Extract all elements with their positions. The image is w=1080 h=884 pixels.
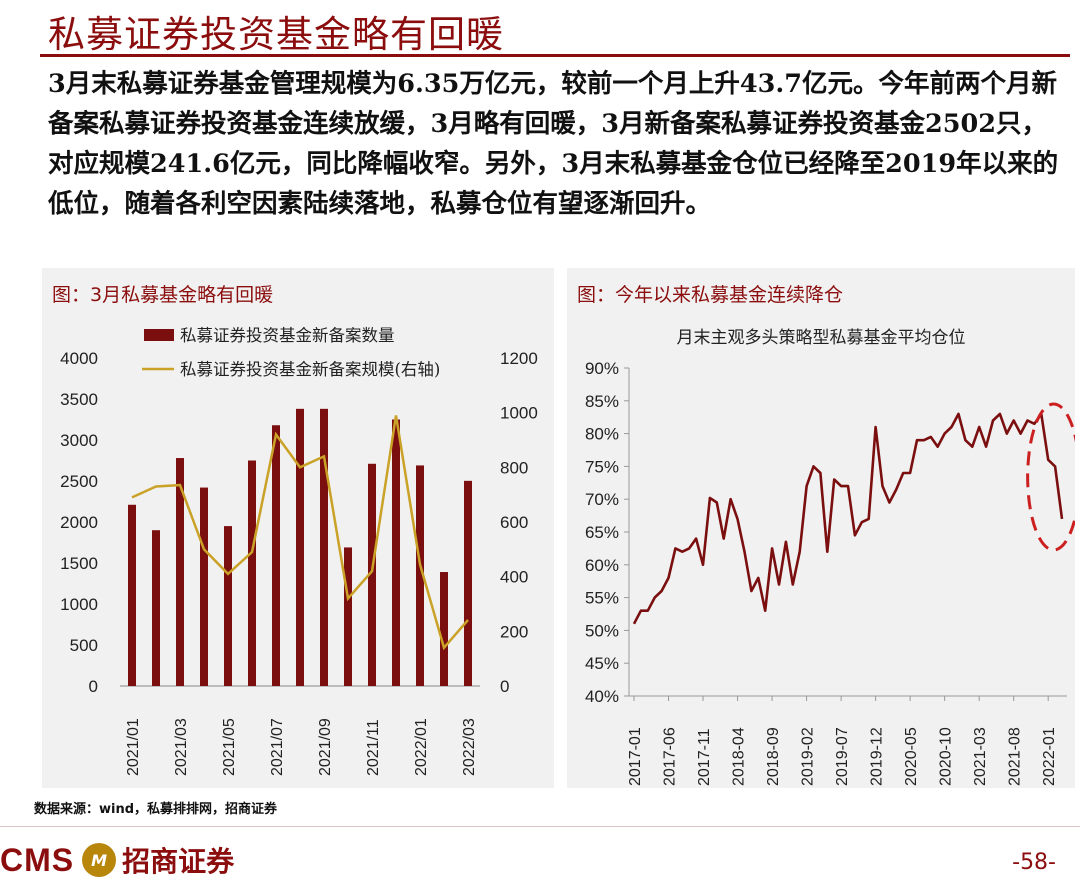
x-tick-label: 2021/07 xyxy=(269,718,286,776)
legend-bar-swatch xyxy=(144,329,174,341)
bar xyxy=(128,504,136,686)
x-tick-label: 2018-09 xyxy=(765,727,782,786)
footer-rule xyxy=(0,826,1080,827)
page-number: -58- xyxy=(1012,850,1056,875)
bar xyxy=(176,458,184,686)
bar xyxy=(344,547,352,686)
x-tick-label: 2021/11 xyxy=(365,719,382,776)
y-tick-label: 50% xyxy=(585,621,619,640)
y-tick-label: 85% xyxy=(585,392,619,411)
bar xyxy=(464,480,472,686)
y-left-tick-label: 3000 xyxy=(60,431,98,450)
bar xyxy=(296,408,304,686)
x-tick-label: 2021/09 xyxy=(317,718,334,776)
y-left-tick-label: 4000 xyxy=(60,349,98,368)
title-rule xyxy=(40,54,1070,57)
highlight-ellipse xyxy=(1026,402,1075,552)
chart-panel-filings: 图：3月私募基金略有回暖 0 500 1000 1500 2000 2500 3000 350… xyxy=(42,268,554,788)
y-right-tick-label: 200 xyxy=(500,622,528,641)
page-title: 私募证券投资基金略有回暖 xyxy=(48,13,504,56)
bar xyxy=(368,463,376,686)
x-tick-label: 2022/01 xyxy=(413,718,430,776)
bar xyxy=(440,572,448,686)
panel-title-filings: 图：3月私募基金略有回暖 xyxy=(52,284,274,306)
y-left-tick-label: 3500 xyxy=(60,390,98,409)
x-tick-label: 2017-11 xyxy=(696,728,713,786)
x-tick-label: 2022-01 xyxy=(1041,727,1058,786)
legend-line-label: 私募证券投资基金新备案规模(右轴) xyxy=(180,360,440,379)
y-left-tick-label: 1500 xyxy=(60,554,98,573)
legend-bar-label: 私募证券投资基金新备案数量 xyxy=(180,326,395,345)
summary-paragraph: 3月末私募证券基金管理规模为6.35万亿元，较前一个月上升43.7亿元。今年前两… xyxy=(48,69,1059,219)
bar xyxy=(416,465,424,686)
y-left-tick-label: 500 xyxy=(70,636,98,655)
x-tick-label: 2017-06 xyxy=(662,727,679,786)
bar xyxy=(392,419,400,686)
x-tick-label: 2017-01 xyxy=(627,727,644,786)
x-tick-label: 2020-10 xyxy=(938,727,955,786)
y-left-tick-label: 0 xyxy=(89,677,98,696)
bar xyxy=(224,526,232,686)
x-tick-label: 2019-12 xyxy=(869,727,886,786)
logo-cms-text: CMS xyxy=(0,841,75,878)
chart-title: 月末主观多头策略型私募基金平均仓位 xyxy=(677,328,966,348)
y-tick-label: 90% xyxy=(585,359,619,378)
y-right-tick-label: 800 xyxy=(500,458,528,477)
y-tick-label: 75% xyxy=(585,457,619,476)
y-tick-label: 70% xyxy=(585,490,619,509)
y-left-tick-label: 1000 xyxy=(60,595,98,614)
x-tick-label: 2021/01 xyxy=(125,718,142,776)
logo-chinese-name: 招商证券 xyxy=(122,845,235,878)
x-tick-label: 2018-04 xyxy=(731,727,748,786)
filings-chart: 0 500 1000 1500 2000 2500 3000 3500 4000 0 200 400 6… xyxy=(60,326,538,776)
x-tick-label: 2019-07 xyxy=(834,727,851,786)
x-tick-label: 2021-08 xyxy=(1007,727,1024,786)
logo-badge-icon: M xyxy=(82,843,117,877)
chart-panel-position: 图：今年以来私募基金连续降仓 月末主观多头策略型私募基金平均仓位 40% 45% 50… xyxy=(567,268,1075,788)
y-right-tick-label: 400 xyxy=(500,568,528,587)
position-chart: 月末主观多头策略型私募基金平均仓位 40% 45% 50% 55% 60% 65% 70% 75… xyxy=(585,328,1075,786)
y-left-tick-label: 2500 xyxy=(60,472,98,491)
y-tick-label: 55% xyxy=(585,589,619,608)
x-tick-label: 2021/03 xyxy=(173,718,190,776)
y-right-tick-label: 600 xyxy=(500,513,528,532)
series-line xyxy=(131,415,469,651)
x-tick-label: 2019-02 xyxy=(800,727,817,786)
bar xyxy=(320,408,328,686)
x-tick-label: 2022/03 xyxy=(461,718,478,776)
y-left-tick-label: 2000 xyxy=(60,513,98,532)
bar xyxy=(248,460,256,686)
y-right-tick-label: 1000 xyxy=(500,404,538,423)
y-tick-label: 65% xyxy=(585,523,619,542)
bar xyxy=(200,487,208,686)
y-tick-label: 40% xyxy=(585,687,619,706)
x-tick-label: 2021-03 xyxy=(972,727,989,786)
y-tick-label: 45% xyxy=(585,654,619,673)
series-line xyxy=(632,412,1064,625)
y-tick-label: 60% xyxy=(585,556,619,575)
company-logo: CMS M 招商证券 xyxy=(0,840,234,880)
bar xyxy=(272,425,280,686)
panel-title-position: 图：今年以来私募基金连续降仓 xyxy=(577,284,844,306)
data-source: 数据来源：wind，私募排排网，招商证券 xyxy=(34,802,278,817)
y-right-tick-label: 1200 xyxy=(500,349,538,368)
y-right-tick-label: 0 xyxy=(500,677,509,696)
x-tick-label: 2020-05 xyxy=(903,727,920,786)
x-tick-label: 2021/05 xyxy=(221,718,238,776)
y-tick-label: 80% xyxy=(585,425,619,444)
bar xyxy=(152,530,160,686)
